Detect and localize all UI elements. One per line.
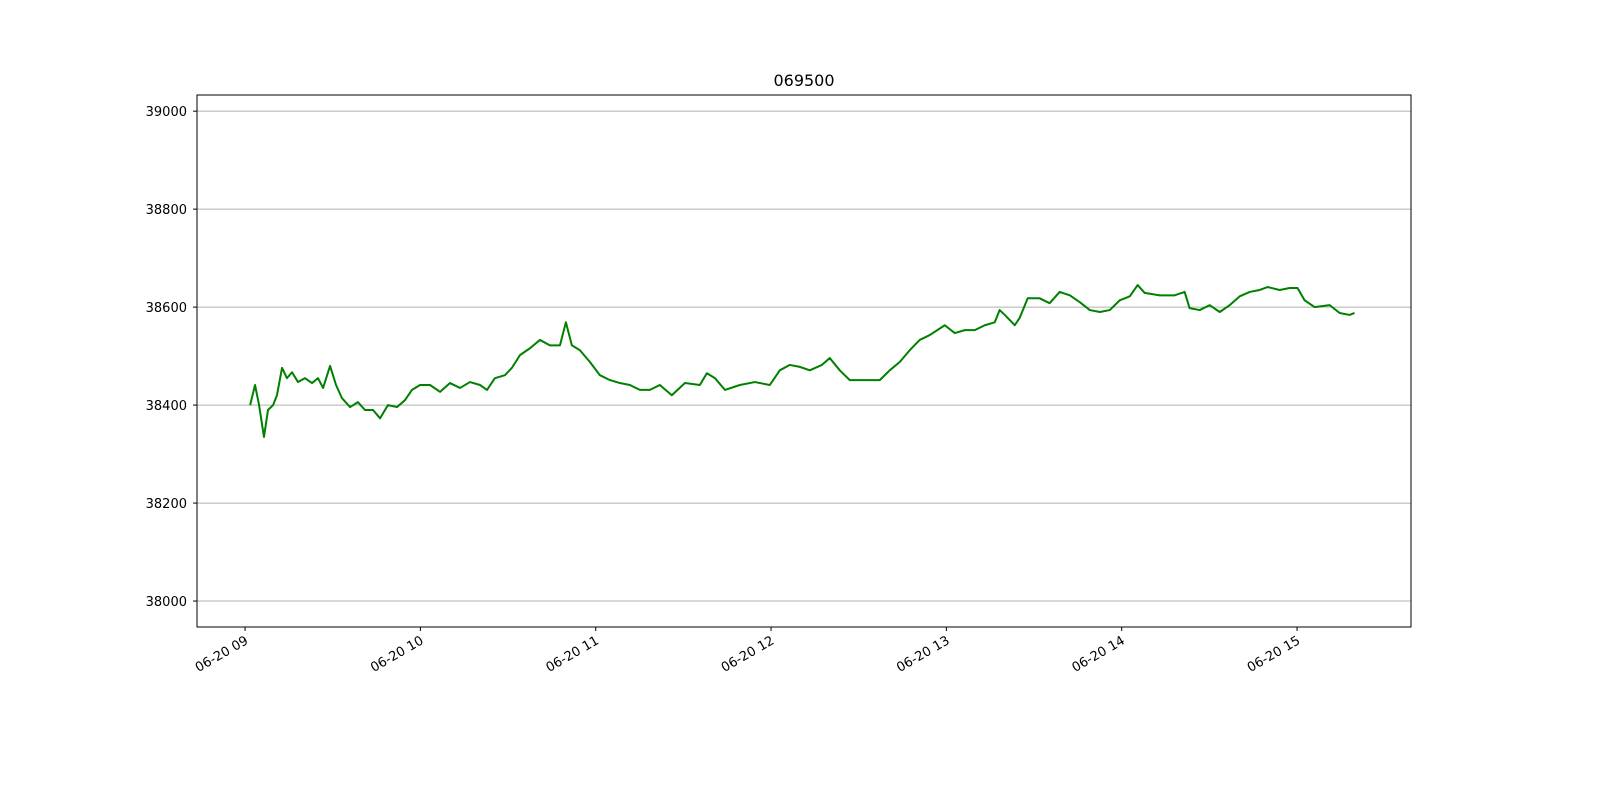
y-tick-label: 38400 (146, 399, 187, 414)
y-tick-label: 38600 (146, 301, 187, 316)
price-line (249, 284, 1355, 438)
plot-frame (196, 94, 1412, 628)
chart-title: 069500 (773, 71, 834, 90)
y-tick-label: 38800 (146, 203, 187, 218)
y-tick-label: 38200 (146, 497, 187, 512)
y-tick-label: 38000 (146, 595, 187, 610)
y-tick-label: 39000 (146, 105, 187, 120)
